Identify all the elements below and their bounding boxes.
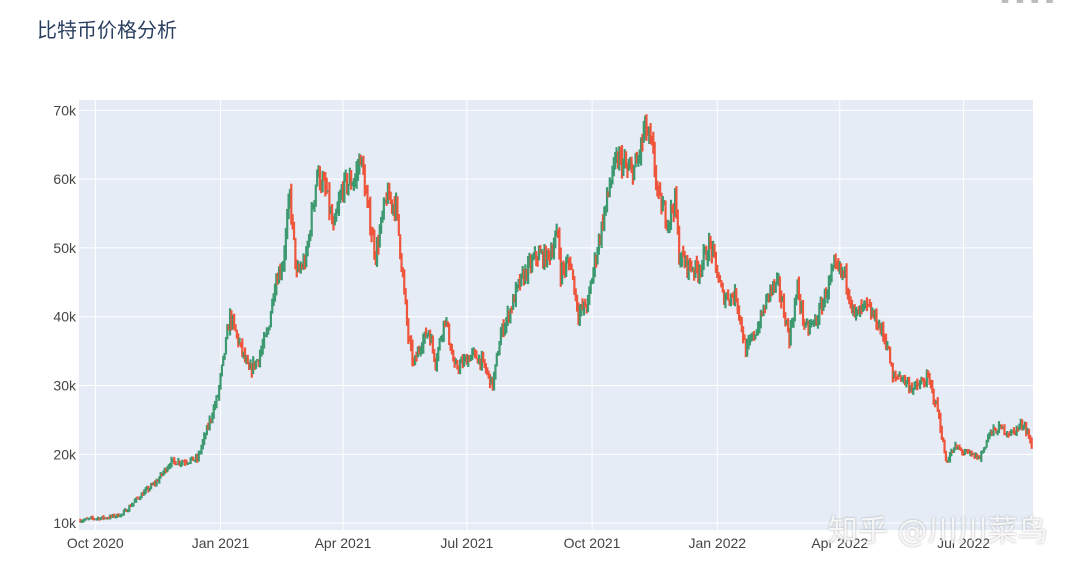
x-tick-label: Apr 2021 [315,535,372,551]
y-tick-label: 50k [53,240,77,256]
y-tick-label: 40k [53,309,77,325]
candles[interactable] [79,114,1033,524]
x-tick-label: Oct 2020 [67,535,124,551]
chart-title: 比特币价格分析 [37,18,177,42]
y-axis-tick-labels: 10k 20k 30k 40k 50k 60k 70k [53,102,77,531]
x-tick-label: Jul 2022 [937,535,990,551]
x-tick-label: Oct 2021 [564,535,621,551]
x-gridlines [94,100,965,530]
x-tick-label: Apr 2022 [811,535,868,551]
x-axis-tick-labels: Oct 2020 Jan 2021 Apr 2021 Jul 2021 Oct 2021… [67,535,990,551]
y-tick-label: 60k [53,171,77,187]
x-tick-label: Jan 2022 [688,535,746,551]
y-tick-label: 30k [53,378,77,394]
zoom-icon[interactable]: ▪ [1016,0,1031,7]
y-tick-label: 20k [53,446,77,462]
plot-toolbar[interactable]: ▪▪▪▪ [1001,0,1060,7]
y-gridlines [79,109,1033,524]
pan-icon[interactable]: ▪ [1030,0,1045,7]
x-tick-label: Jan 2021 [192,535,250,551]
plot-area[interactable] [79,100,1033,530]
watermark: 知乎 @川川菜鸟 [828,514,1048,549]
y-tick-label: 10k [53,515,77,531]
x-tick-label: Jul 2021 [440,535,493,551]
home-icon[interactable]: ▪ [1045,0,1060,7]
camera-icon[interactable]: ▪ [1001,0,1016,7]
y-tick-label: 70k [53,102,77,118]
